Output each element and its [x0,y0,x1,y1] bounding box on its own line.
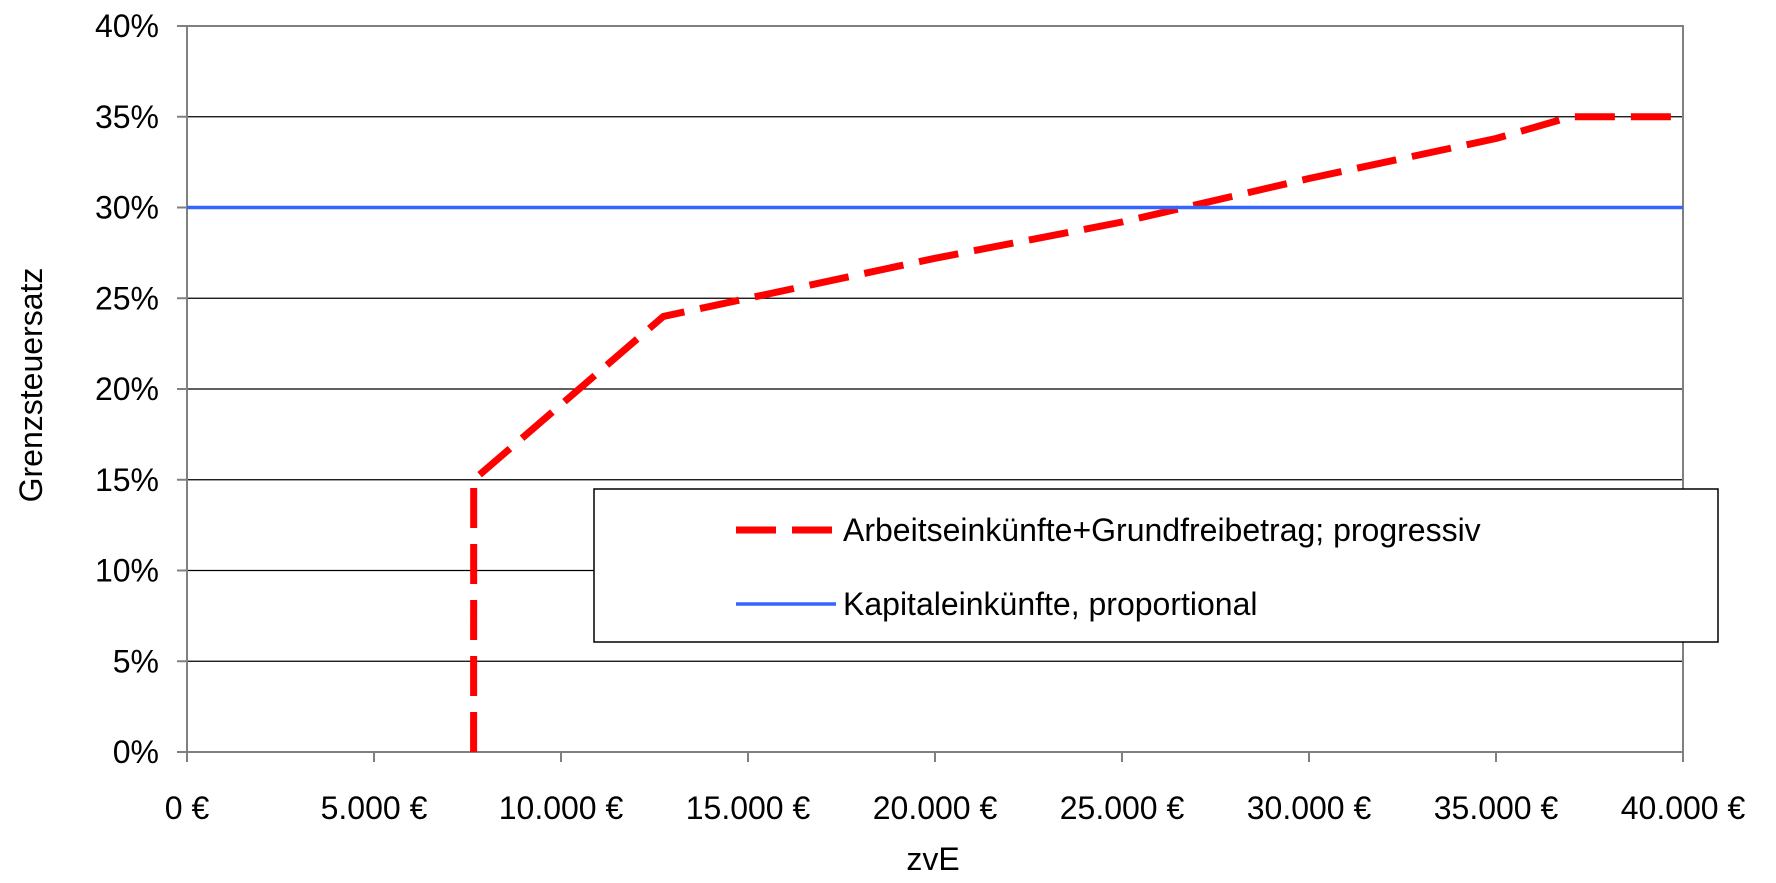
legend-label-progressiv: Arbeitseinkünfte+Grundfreibetrag; progre… [843,512,1481,548]
y-tick-label: 15% [95,462,159,498]
y-tick-label: 25% [95,280,159,316]
y-tick-label: 30% [95,190,159,226]
series-layer [187,113,1683,753]
legend-label-proportional: Kapitaleinkünfte, proportional [843,586,1258,622]
x-tick-label: 0 € [165,790,210,826]
y-tick-label: 20% [95,371,159,407]
y-axis: 0% 5% 10% 15% 20% 25% 30% 35% 40% [95,8,188,770]
x-tick-label: 35.000 € [1434,790,1559,826]
y-tick-label: 5% [113,643,159,679]
x-tick-label: 20.000 € [873,790,998,826]
x-tick-label: 25.000 € [1060,790,1185,826]
y-axis-title: Grenzsteuersatz [13,268,49,503]
y-tick-label: 10% [95,553,159,589]
y-tick-label: 35% [95,99,159,135]
series-line-progressiv [470,113,1683,753]
x-tick-label: 40.000 € [1621,790,1746,826]
x-tick-label: 5.000 € [321,790,428,826]
legend-box [593,488,1719,643]
x-axis-title: zvE [906,841,959,877]
x-tick-label: 30.000 € [1247,790,1372,826]
legend: Arbeitseinkünfte+Grundfreibetrag; progre… [593,488,1719,643]
x-tick-label: 10.000 € [499,790,624,826]
x-tick-label: 15.000 € [686,790,811,826]
x-axis: 0 € 5.000 € 10.000 € 15.000 € 20.000 € 25.000… [165,751,1746,826]
y-tick-label: 40% [95,8,159,44]
y-tick-label: 0% [113,734,159,770]
